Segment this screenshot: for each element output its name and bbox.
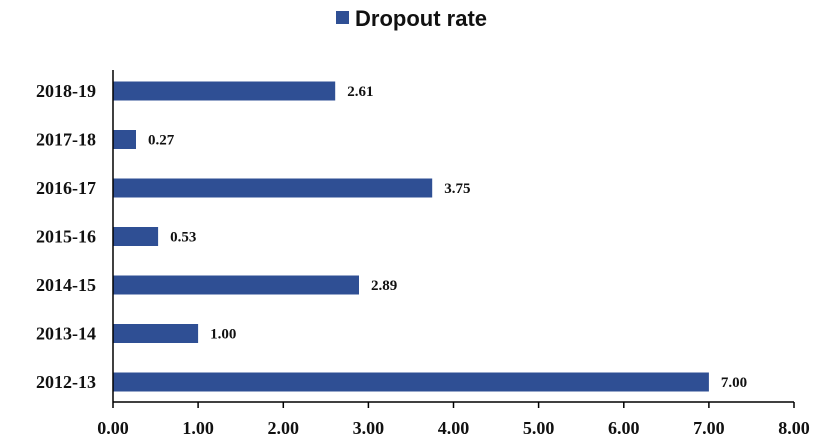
x-tick-label-5.00: 5.00 [523, 418, 555, 438]
x-tick-label-3.00: 3.00 [353, 418, 385, 438]
data-label-2015-16: 0.53 [170, 230, 196, 246]
category-label-2012-13: 2012-13 [36, 372, 96, 392]
data-label-2016-17: 3.75 [444, 181, 470, 197]
bar-2012-13 [113, 372, 709, 392]
bar-2016-17 [113, 178, 433, 198]
bar-2015-16 [113, 227, 159, 246]
x-tick-label-6.00: 6.00 [608, 418, 640, 438]
data-label-2018-19: 2.61 [347, 84, 373, 100]
category-label-2016-17: 2016-17 [36, 178, 96, 198]
category-label-2014-15: 2014-15 [36, 275, 96, 295]
category-label-2017-18: 2017-18 [36, 130, 96, 150]
bar-2018-19 [113, 81, 336, 101]
x-tick-label-0.00: 0.00 [97, 418, 129, 438]
category-label-2015-16: 2015-16 [36, 227, 96, 247]
data-label-2013-14: 1.00 [210, 327, 236, 343]
bar-2017-18 [113, 130, 136, 149]
data-label-2012-13: 7.00 [721, 375, 747, 391]
category-label-2018-19: 2018-19 [36, 81, 96, 101]
bars-group [113, 81, 709, 392]
bar-2013-14 [113, 324, 199, 343]
x-tick-label-7.00: 7.00 [693, 418, 725, 438]
category-labels-group: 2018-19 2017-18 2016-17 2015-16 2014-15 2013-… [36, 81, 96, 392]
data-label-2017-18: 0.27 [148, 133, 175, 149]
x-tick-label-4.00: 4.00 [438, 418, 470, 438]
x-axis: 0.00 1.00 2.00 3.00 4.00 5.00 6.00 7.00 8.00 [97, 401, 810, 438]
data-label-2014-15: 2.89 [371, 278, 397, 294]
data-labels-group: 2.61 0.27 3.75 0.53 2.89 1.00 7.00 [148, 84, 747, 391]
x-tick-label-1.00: 1.00 [182, 418, 214, 438]
x-tick-label-8.00: 8.00 [778, 418, 810, 438]
bar-2014-15 [113, 275, 359, 295]
legend-label: Dropout rate [355, 6, 487, 31]
legend: Dropout rate [336, 6, 487, 31]
category-label-2013-14: 2013-14 [36, 324, 96, 344]
x-tick-label-2.00: 2.00 [268, 418, 300, 438]
legend-swatch [336, 11, 349, 24]
